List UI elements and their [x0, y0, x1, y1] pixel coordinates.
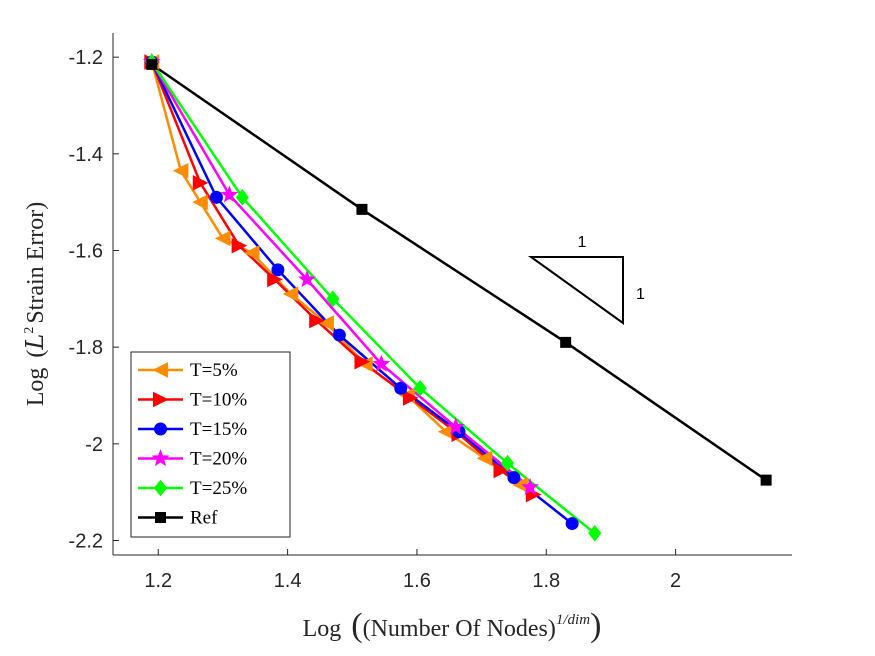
svg-text:Log (L2Strain Error): Log (L2Strain Error): [21, 202, 49, 407]
data-point-t-20: [220, 185, 239, 203]
y-tick-label: -1.8: [69, 337, 103, 359]
data-point-t-15: [332, 328, 346, 342]
y-axis-log: Log: [23, 368, 49, 407]
slope-triangle-shape: [527, 256, 624, 325]
x-tick-label: 1.4: [274, 570, 302, 592]
x-axis-superscript: 1/dim: [556, 612, 590, 628]
slope-side-label: 1: [636, 286, 645, 303]
x-tick-label: 1.2: [144, 570, 172, 592]
x-tick-label: 2: [670, 570, 681, 592]
data-point-t-10: [267, 271, 283, 288]
markers-layer: [142, 52, 772, 542]
data-point-ref: [356, 203, 368, 215]
x-axis-log: Log: [303, 616, 342, 642]
legend-marker-t-25: [153, 479, 168, 497]
legend-label-t-20: T=20%: [190, 449, 247, 470]
data-point-t-20: [521, 477, 540, 495]
data-point-t-15: [394, 381, 408, 395]
series-line-t-20: [150, 61, 531, 489]
plot-area: [112, 33, 792, 556]
data-point-t-20: [446, 417, 465, 435]
x-axis-label: Log ((Number Of Nodes)1/dim): [303, 607, 602, 644]
data-point-t-25: [588, 524, 602, 542]
y-tick-label: -1.6: [69, 241, 103, 263]
svg-text:Log ((Number Of Nodes)1/: Log ((Number Of Nodes)1/dim): [303, 607, 602, 644]
data-point-ref: [560, 336, 572, 348]
data-point-t-25: [413, 379, 427, 397]
series-line-t-25: [150, 61, 596, 535]
legend-label-t-10: T=10%: [190, 390, 247, 411]
data-point-t-5: [172, 162, 189, 179]
data-point-t-25: [235, 189, 249, 206]
data-point-t-25: [326, 290, 340, 308]
data-point-t-10: [354, 353, 371, 370]
legend-marker-t-10: [153, 391, 169, 408]
x-ticks: 1.2 1.4 1.6 1.8 2: [144, 549, 681, 592]
data-point-t-10: [192, 175, 209, 191]
data-point-t-5: [318, 315, 334, 331]
data-point-t-10: [493, 462, 510, 479]
data-point-t-5: [243, 245, 260, 261]
data-point-t-25: [500, 454, 515, 472]
data-point-ref: [146, 58, 158, 70]
legend-marker-t-5: [152, 362, 168, 378]
y-tick-label: -1.2: [69, 47, 103, 69]
y-axis-label: Log (L2Strain Error): [21, 202, 49, 407]
y-tick-label: -1.4: [69, 144, 103, 166]
y-axis-text: Strain Error: [23, 210, 49, 324]
x-tick-label: 1.8: [532, 570, 560, 592]
legend-label-t-5: T=5%: [190, 360, 238, 381]
legend-label-t-15: T=15%: [190, 419, 247, 440]
data-point-t-5: [214, 230, 231, 247]
slope-top-label: 1: [578, 234, 587, 251]
y-axis-superscript: 2: [22, 327, 37, 334]
y-tick-label: -2: [85, 434, 103, 456]
data-point-t-15: [271, 263, 285, 277]
data-point-t-10: [231, 237, 248, 254]
legend-box: [130, 351, 291, 538]
data-point-t-15: [209, 190, 223, 204]
data-point-t-5: [192, 194, 208, 210]
x-tick-label: 1.6: [403, 570, 431, 592]
legend-label-ref: Ref: [190, 508, 218, 529]
data-point-t-10: [309, 312, 325, 329]
y-axis-script: L: [21, 334, 49, 351]
x-axis-text: (Number Of Nodes): [363, 616, 556, 642]
slope-triangle: 1 1: [527, 234, 645, 325]
legend-marker-ref: [155, 512, 166, 523]
data-point-t-5: [282, 286, 299, 302]
data-point-t-15: [565, 517, 579, 531]
data-point-t-20: [372, 354, 391, 372]
data-point-t-15: [507, 471, 521, 485]
data-point-t-20: [298, 270, 316, 288]
y-tick-label: -2.2: [69, 531, 103, 553]
y-ticks: -1.2 -1.4 -1.6 -1.8 -2 -2.2: [69, 47, 119, 553]
legend: T=5% T=10% T=15% T=20% T=25% Ref: [130, 351, 291, 538]
data-point-ref: [760, 474, 772, 486]
legend-marker-t-15: [154, 422, 167, 436]
legend-label-t-25: T=25%: [190, 478, 247, 499]
legend-marker-t-20: [151, 449, 170, 467]
data-point-t-5: [476, 450, 493, 467]
series-line-ref: [151, 63, 767, 482]
data-point-t-10: [402, 390, 419, 406]
